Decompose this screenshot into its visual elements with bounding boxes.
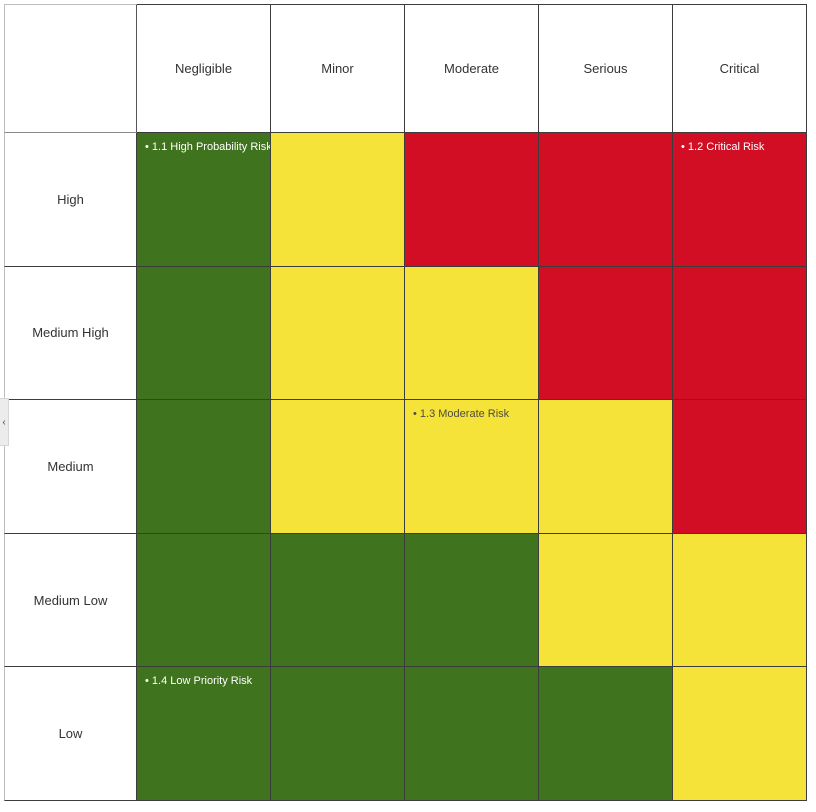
- matrix-cell-medium-high-moderate[interactable]: [405, 266, 539, 401]
- bullet-icon: •: [145, 141, 149, 153]
- risk-matrix: Negligible Minor Moderate Serious Critical Hi…: [4, 4, 807, 801]
- matrix-cell-medium-negligible[interactable]: [137, 400, 271, 534]
- matrix-cell-medium-high-serious[interactable]: [539, 266, 673, 401]
- bullet-icon: •: [413, 408, 417, 421]
- risk-item[interactable]: • 1.3 Moderate Risk: [405, 400, 538, 421]
- column-header-negligible: Negligible: [137, 4, 271, 133]
- matrix-cell-medium-moderate[interactable]: • 1.3 Moderate Risk: [405, 400, 539, 534]
- matrix-cell-low-critical[interactable]: [673, 667, 807, 801]
- matrix-cell-high-negligible[interactable]: • 1.1 High Probability Risk: [137, 133, 271, 267]
- bullet-icon: •: [681, 141, 685, 153]
- risk-item-label: 1.4 Low Priority Risk: [151, 675, 253, 688]
- risk-item[interactable]: • 1.4 Low Priority Risk: [137, 667, 270, 688]
- matrix-cell-low-negligible[interactable]: • 1.4 Low Priority Risk: [137, 667, 271, 801]
- risk-item[interactable]: • 1.1 High Probability Risk: [137, 133, 270, 154]
- matrix-cell-low-serious[interactable]: [539, 667, 673, 801]
- column-header-critical: Critical: [673, 4, 807, 133]
- chevron-left-icon: ‹: [2, 416, 6, 428]
- matrix-cell-medium-low-critical[interactable]: [673, 533, 807, 668]
- matrix-cell-medium-low-minor[interactable]: [271, 533, 405, 668]
- risk-item-label: 1.2 Critical Risk: [687, 141, 765, 153]
- column-header-serious: Serious: [539, 4, 673, 133]
- row-header-medium: Medium: [4, 400, 137, 534]
- matrix-cell-low-minor[interactable]: [271, 667, 405, 801]
- row-header-medium-high: Medium High: [4, 266, 137, 401]
- matrix-cell-medium-high-minor[interactable]: [271, 266, 405, 401]
- matrix-cell-high-critical[interactable]: • 1.2 Critical Risk: [673, 133, 807, 267]
- matrix-cell-medium-high-critical[interactable]: [673, 266, 807, 401]
- matrix-corner-cell: [4, 4, 137, 133]
- risk-item-label: 1.3 Moderate Risk: [419, 408, 510, 421]
- row-header-medium-low: Medium Low: [4, 533, 137, 668]
- risk-item[interactable]: • 1.2 Critical Risk: [673, 133, 806, 154]
- risk-item-label: 1.1 High Probability Risk: [151, 141, 271, 153]
- row-header-low: Low: [4, 667, 137, 801]
- matrix-cell-medium-low-serious[interactable]: [539, 533, 673, 668]
- matrix-cell-medium-serious[interactable]: [539, 400, 673, 534]
- bullet-icon: •: [145, 675, 149, 688]
- matrix-cell-medium-low-moderate[interactable]: [405, 533, 539, 668]
- row-header-high: High: [4, 133, 137, 267]
- matrix-cell-medium-high-negligible[interactable]: [137, 266, 271, 401]
- matrix-cell-high-moderate[interactable]: [405, 133, 539, 267]
- column-header-minor: Minor: [271, 4, 405, 133]
- matrix-cell-medium-critical[interactable]: [673, 400, 807, 534]
- matrix-cell-medium-low-negligible[interactable]: [137, 533, 271, 668]
- matrix-cell-low-moderate[interactable]: [405, 667, 539, 801]
- matrix-cell-high-serious[interactable]: [539, 133, 673, 267]
- matrix-cell-medium-minor[interactable]: [271, 400, 405, 534]
- matrix-cell-high-minor[interactable]: [271, 133, 405, 267]
- column-header-moderate: Moderate: [405, 4, 539, 133]
- collapse-panel-button[interactable]: ‹: [0, 398, 9, 446]
